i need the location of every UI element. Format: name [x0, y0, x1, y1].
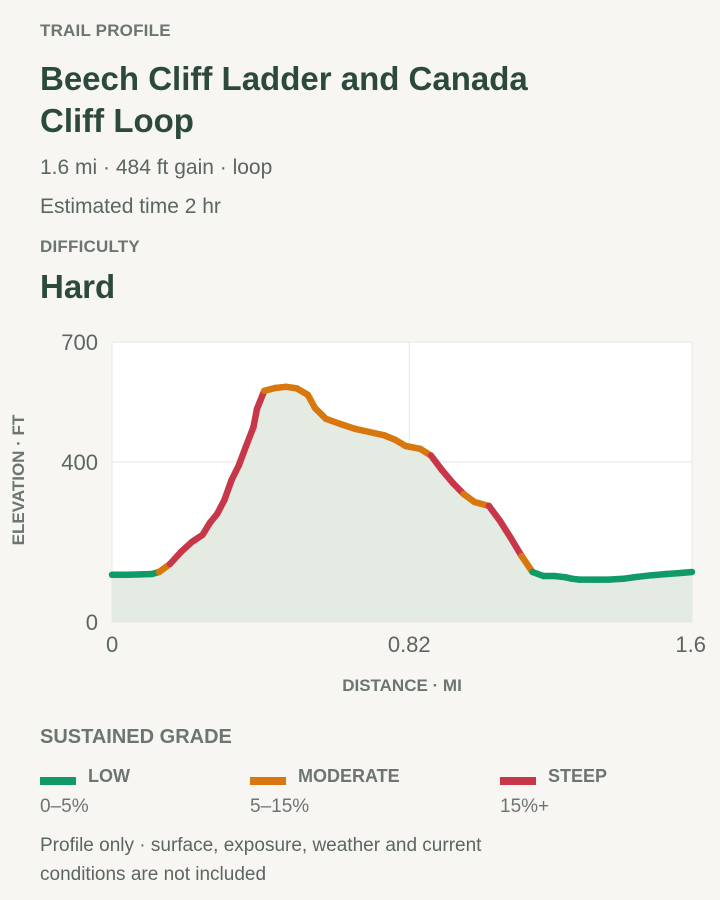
- elevation-area: [112, 386, 692, 622]
- legend-range-moderate: 5–15%: [250, 796, 310, 817]
- y-tick-label: 700: [61, 330, 98, 355]
- y-tick-label: 0: [86, 610, 98, 635]
- profile-segment-steep: [221, 476, 235, 504]
- x-tick-label: 1.6: [675, 632, 706, 657]
- legend-swatch-low: [40, 777, 76, 785]
- y-axis-ticks: 0 400 700: [61, 330, 98, 635]
- trail-stats: 1.6 mi · 484 ft gain · loop: [40, 156, 273, 179]
- x-axis-ticks: 0 0.82 1.6: [106, 632, 706, 657]
- legend-range-steep: 15%+: [500, 796, 550, 817]
- legend-name-low: LOW: [88, 766, 130, 786]
- trail-title: Beech Cliff Ladder and Canada Cliff Loop: [40, 60, 528, 139]
- legend-name-moderate: MODERATE: [298, 766, 400, 786]
- profile-segment-steep: [496, 517, 515, 542]
- profile-segment-low: [674, 568, 696, 577]
- x-tick-label: 0.82: [388, 632, 431, 657]
- legend-swatch-steep: [500, 777, 536, 785]
- y-tick-label: 400: [61, 450, 98, 475]
- x-axis-label: DISTANCE · MI: [342, 676, 462, 695]
- difficulty-label: DIFFICULTY: [40, 237, 140, 256]
- section-eyebrow: TRAIL PROFILE: [40, 21, 171, 40]
- footnote: Profile only · surface, exposure, weathe…: [40, 835, 482, 885]
- elevation-profile-line: [108, 383, 696, 583]
- elevation-chart: 0 400 700 0 0.82 1.6 DISTANCE · MI ELEVATION…: [9, 330, 706, 695]
- estimated-time: Estimated time 2 hr: [40, 195, 221, 218]
- legend-swatch-moderate: [250, 777, 286, 785]
- profile-segment-steep: [242, 423, 257, 450]
- x-tick-label: 0: [106, 632, 118, 657]
- legend-name-steep: STEEP: [548, 766, 608, 786]
- profile-segment-steep: [507, 534, 525, 560]
- legend-range-low: 0–5%: [40, 796, 89, 817]
- difficulty-value: Hard: [40, 268, 116, 305]
- y-axis-label: ELEVATION · FT: [9, 414, 28, 545]
- profile-segment-steep: [235, 442, 250, 469]
- legend-title: SUSTAINED GRADE: [40, 726, 232, 748]
